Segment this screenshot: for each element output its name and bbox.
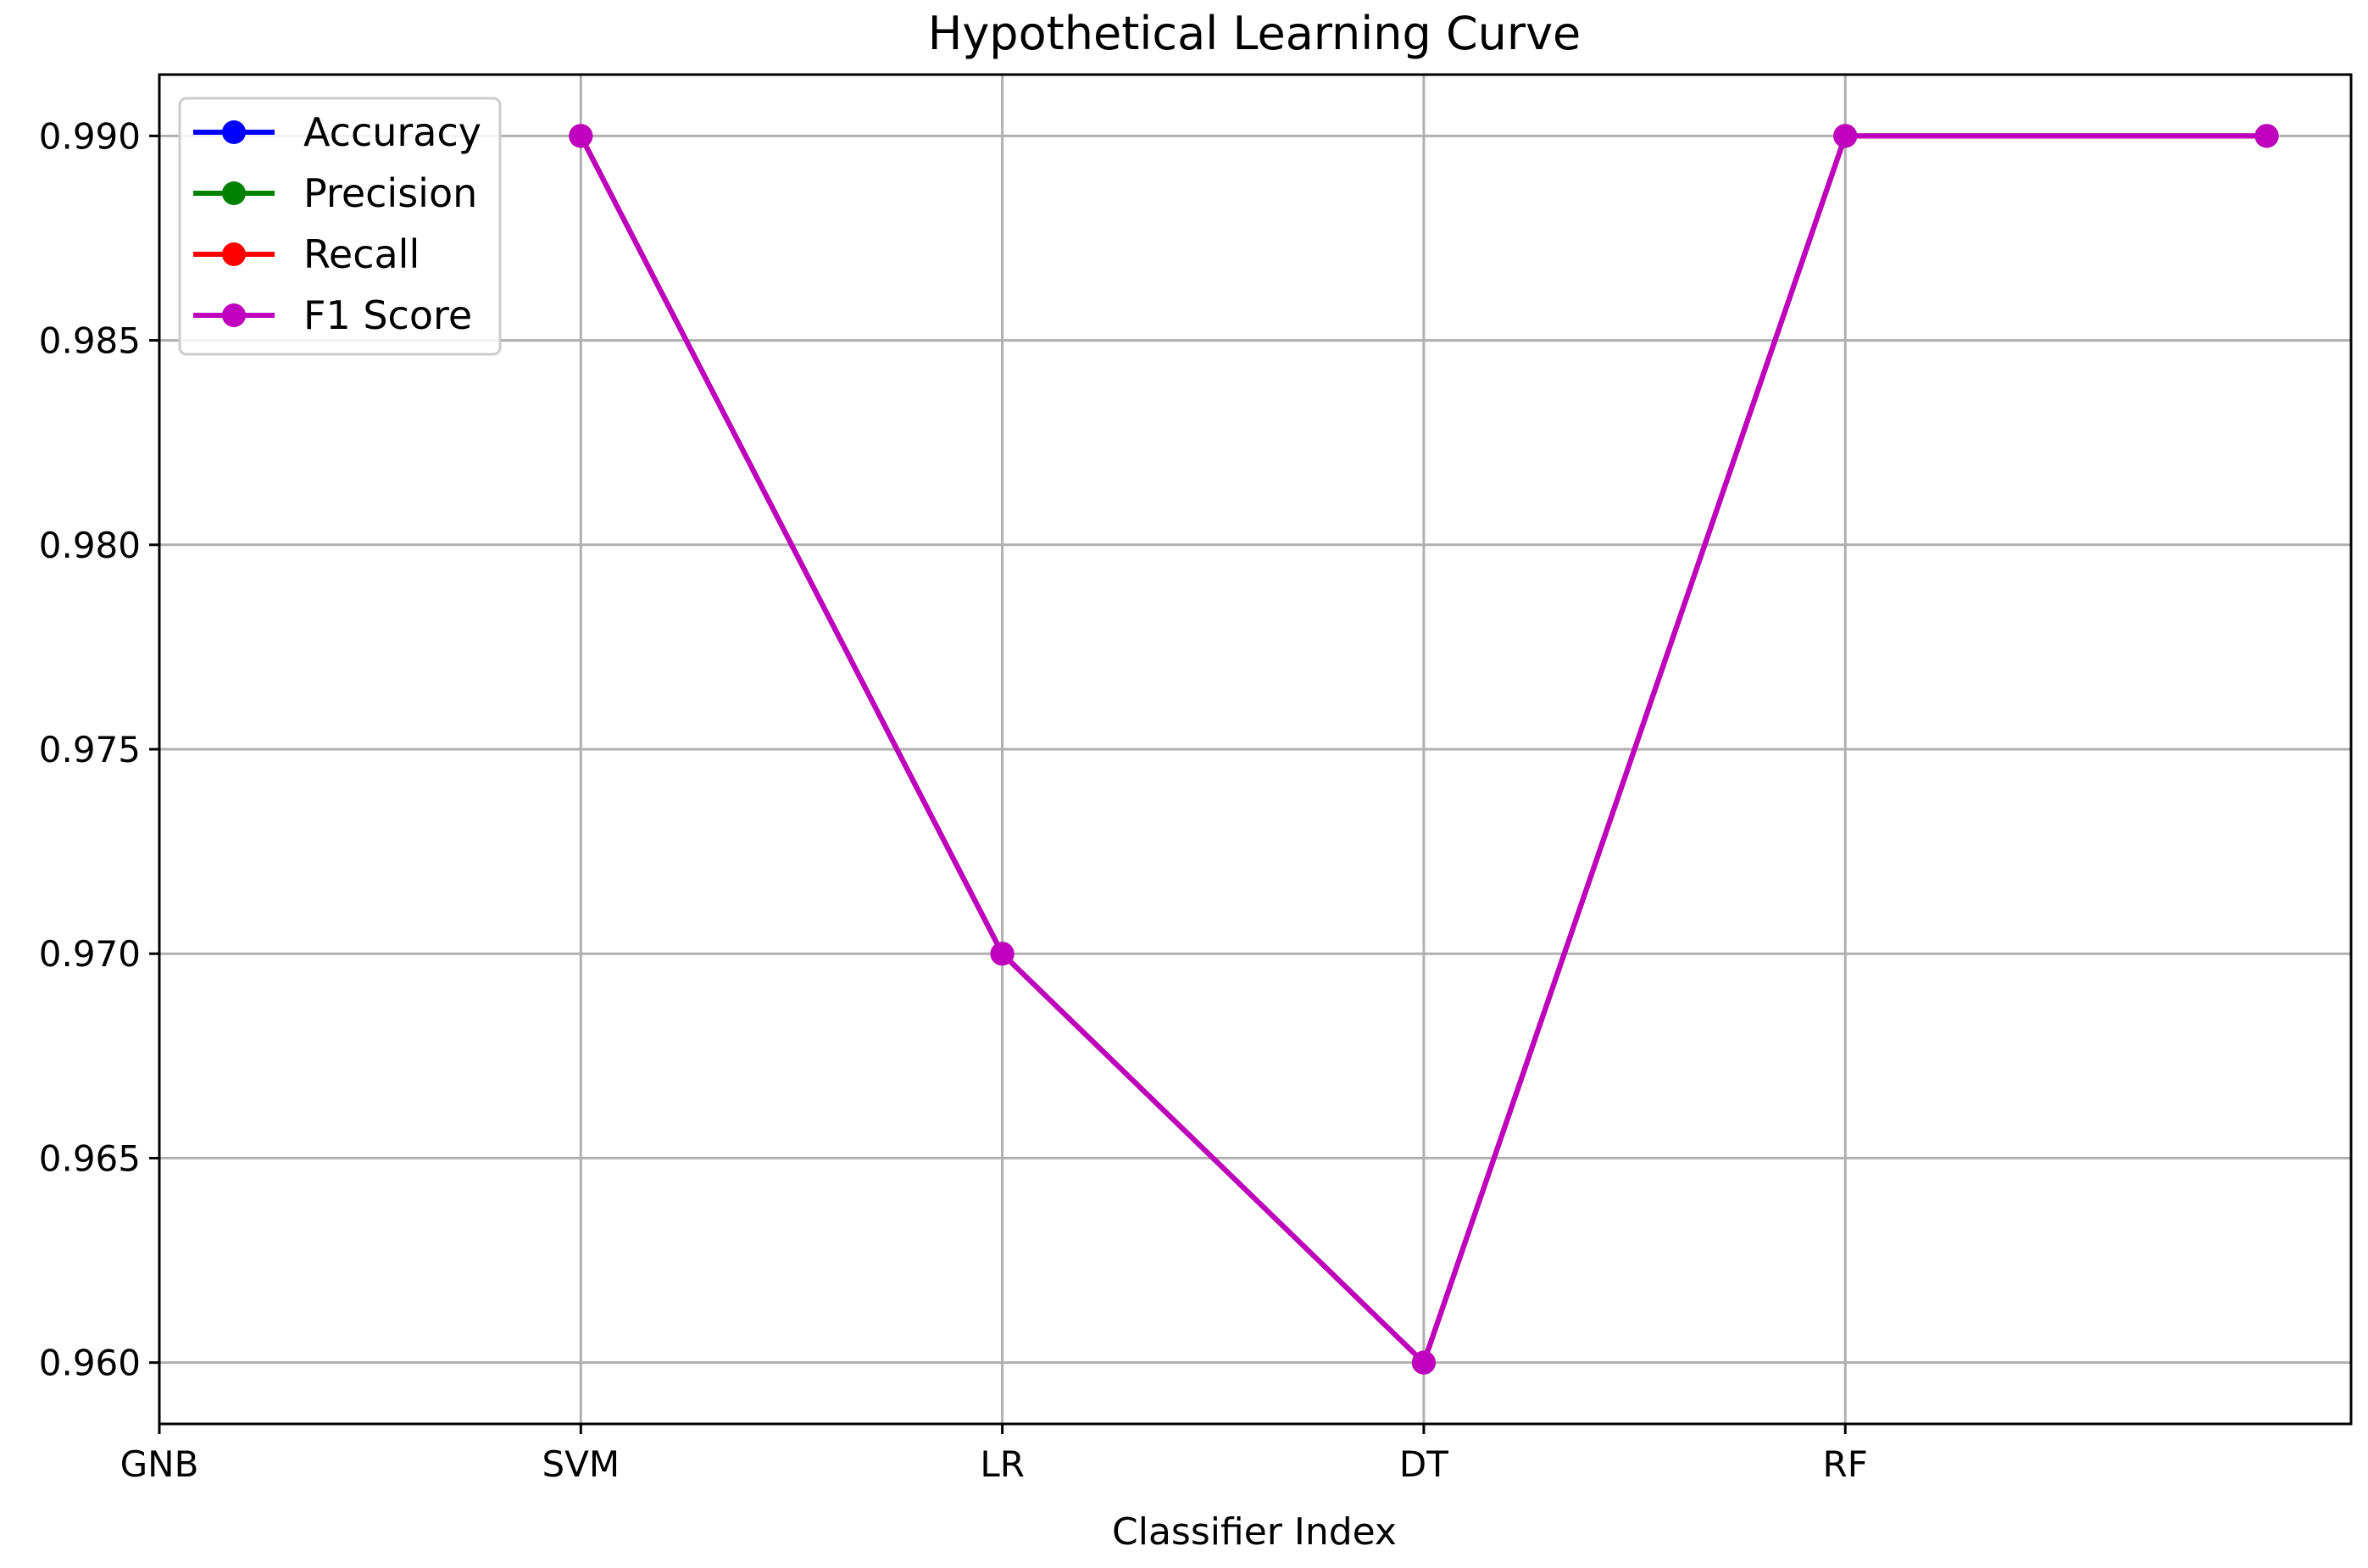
legend-label: Recall [303, 231, 420, 277]
legend: Accuracy Precision Recall F1 Score [178, 97, 502, 356]
x-tick-label: DT [1399, 1443, 1448, 1485]
y-tick-label: 0.965 [39, 1137, 141, 1179]
legend-marker [222, 181, 246, 205]
chart-title: Hypothetical Learning Curve [928, 7, 1581, 60]
x-axis-ticks: GNB SVM LR DT RF [120, 1424, 1868, 1485]
data-point [1411, 1350, 1436, 1375]
data-point [990, 942, 1014, 966]
legend-marker [222, 120, 246, 144]
x-tick-label: GNB [120, 1443, 199, 1485]
legend-item: Accuracy [193, 109, 481, 155]
y-tick-label: 0.960 [39, 1343, 141, 1384]
legend-item: Recall [193, 231, 420, 277]
y-axis-ticks: 0.960 0.965 0.970 0.975 0.980 0.985 0.990 [39, 115, 159, 1384]
x-tick-label: SVM [542, 1443, 620, 1485]
series-f1-score [569, 124, 2279, 1375]
y-tick-label: 0.980 [39, 525, 141, 566]
x-axis-label: Classifier Index [1112, 1510, 1397, 1554]
y-tick-label: 0.990 [39, 115, 141, 157]
legend-box [178, 97, 502, 356]
series-lines [569, 124, 2279, 1375]
y-tick-label: 0.975 [39, 729, 141, 770]
legend-item: F1 Score [193, 292, 472, 338]
data-point [2254, 124, 2279, 148]
legend-label: F1 Score [303, 292, 472, 338]
data-point [569, 124, 593, 148]
legend-marker [222, 242, 246, 266]
legend-label: Accuracy [303, 109, 481, 155]
y-tick-label: 0.970 [39, 933, 141, 975]
x-tick-label: LR [980, 1443, 1025, 1485]
data-point [1833, 124, 1858, 148]
legend-label: Precision [303, 170, 477, 216]
legend-marker [222, 303, 246, 327]
y-tick-label: 0.985 [39, 320, 141, 362]
x-tick-label: RF [1823, 1443, 1868, 1485]
legend-item: Precision [193, 170, 477, 216]
